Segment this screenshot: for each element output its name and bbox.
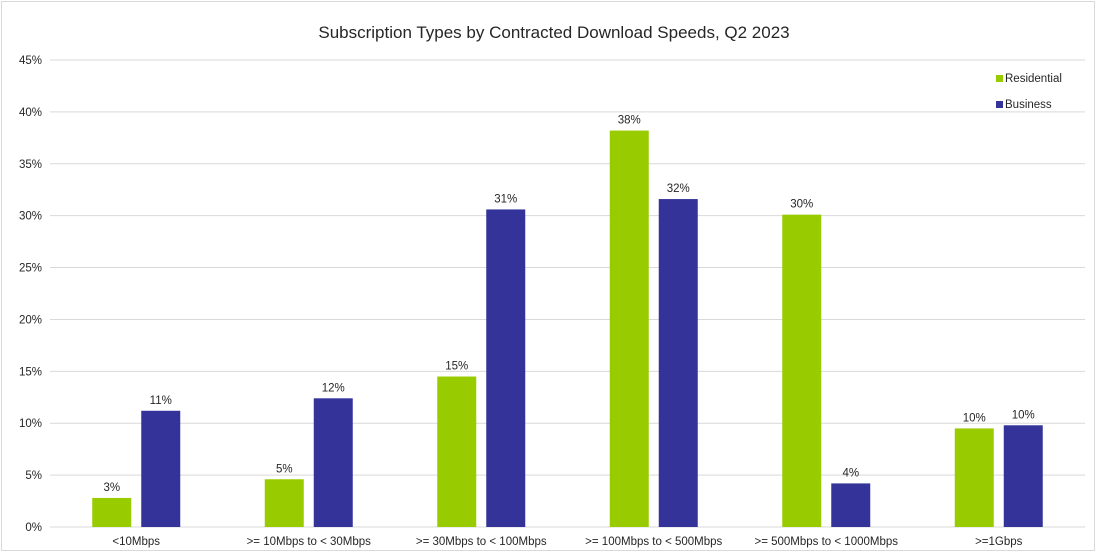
legend-swatch-business — [996, 101, 1003, 108]
legend-swatch-residential — [996, 75, 1003, 82]
bar-business — [313, 398, 353, 527]
bar-residential — [954, 428, 994, 527]
legend-label-business: Business — [1005, 99, 1052, 111]
data-label-business: 32% — [667, 183, 690, 195]
x-axis-tick-labels: <10Mbps >= 10Mbps to < 30Mbps >= 30Mbps to… — [112, 536, 1022, 548]
data-label-residential: 5% — [276, 463, 293, 475]
y-tick-label: 5% — [25, 470, 42, 482]
data-label-residential: 38% — [618, 115, 641, 127]
data-labels: 3% 11% 5% 12% 15% 31% 38% 32% 30% 4% 10% 10% — [103, 115, 1034, 494]
x-tick-label: >= 10Mbps to < 30Mbps — [247, 536, 372, 548]
data-label-business: 4% — [842, 467, 859, 479]
x-tick-label: >= 100Mbps to < 500Mbps — [585, 536, 722, 548]
bar-residential — [609, 130, 649, 527]
legend: Residential Business — [996, 73, 1062, 111]
bar-business — [141, 410, 181, 527]
x-tick-label: >=1Gbps — [975, 536, 1023, 548]
bar-business — [658, 199, 698, 527]
data-label-residential: 15% — [445, 361, 468, 373]
data-label-business: 10% — [1012, 409, 1035, 421]
bar-residential — [437, 376, 477, 527]
y-tick-label: 15% — [19, 366, 42, 378]
y-tick-label: 0% — [25, 522, 42, 534]
x-tick-label: <10Mbps — [112, 536, 160, 548]
y-tick-label: 45% — [19, 55, 42, 67]
x-tick-label: >= 500Mbps to < 1000Mbps — [754, 536, 898, 548]
data-label-residential: 10% — [963, 412, 986, 424]
data-label-residential: 30% — [790, 199, 813, 211]
chart-title: Subscription Types by Contracted Downloa… — [318, 23, 789, 42]
bar-residential — [264, 479, 304, 527]
legend-label-residential: Residential — [1005, 73, 1062, 85]
bar-business — [1003, 425, 1043, 527]
y-tick-label: 35% — [19, 159, 42, 171]
y-tick-label: 25% — [19, 263, 42, 275]
x-tick-label: >= 30Mbps to < 100Mbps — [416, 536, 547, 548]
bar-residential — [782, 214, 822, 527]
data-label-residential: 3% — [103, 482, 120, 494]
gridlines — [50, 59, 1085, 528]
bar-business — [486, 209, 526, 527]
y-tick-label: 20% — [19, 314, 42, 326]
y-tick-label: 10% — [19, 418, 42, 430]
y-tick-label: 40% — [19, 107, 42, 119]
bars — [92, 130, 1043, 527]
y-tick-label: 30% — [19, 211, 42, 223]
bar-business — [831, 483, 871, 527]
data-label-business: 11% — [150, 395, 172, 407]
data-label-business: 12% — [322, 382, 345, 394]
y-axis-tick-labels: 0% 5% 10% 15% 20% 25% 30% 35% 40% 45% — [19, 55, 42, 534]
data-label-business: 31% — [494, 193, 517, 205]
bar-residential — [92, 497, 132, 527]
